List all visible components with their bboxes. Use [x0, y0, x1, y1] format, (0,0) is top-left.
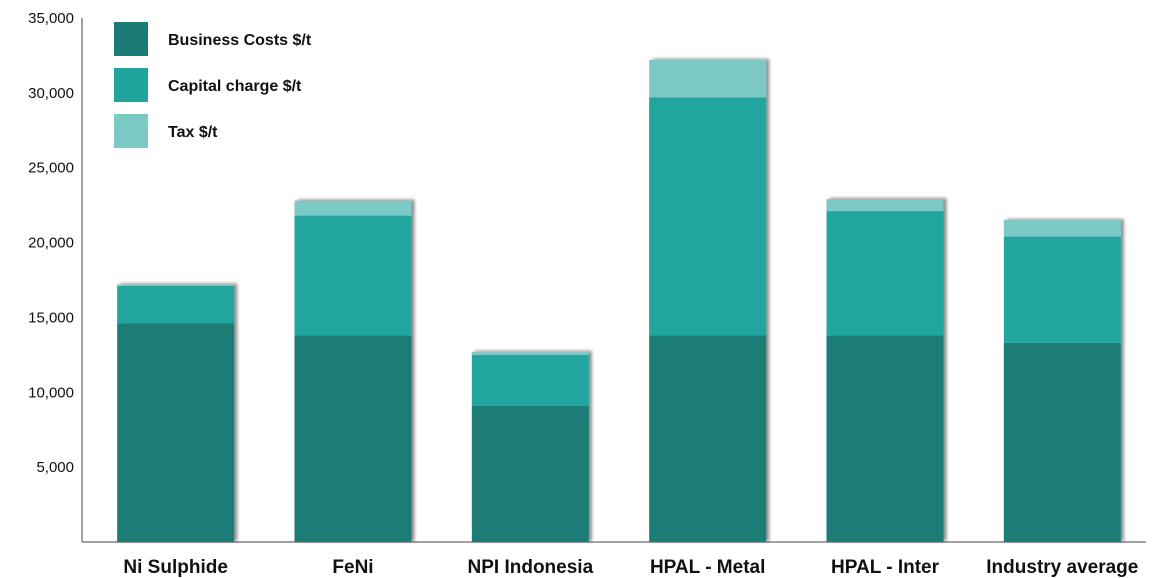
bar-stack-industry-average	[1003, 220, 1121, 542]
bar-segment-capital-charge-t	[294, 215, 412, 336]
bar-stack-ni-sulphide	[117, 284, 235, 542]
x-tick-label: HPAL - Inter	[831, 557, 940, 578]
legend-swatch	[114, 68, 148, 102]
x-tick-label: HPAL - Metal	[650, 557, 765, 578]
x-tick-label: NPI Indonesia	[468, 557, 594, 578]
y-tick-label: 20,000	[28, 235, 74, 252]
bar-segment-tax-t	[649, 59, 767, 98]
bar-stack-npi-indonesia	[471, 351, 589, 542]
x-tick-label: Industry average	[986, 557, 1138, 578]
bar-segment-business-costs-t	[294, 335, 412, 542]
y-axis: 35,000 30,000 25,000 20,000 15,000 10,000 5,00…	[28, 10, 1146, 543]
bar-stack-feni	[294, 200, 412, 542]
bar-stack-hpal-inter	[826, 199, 944, 542]
legend-item-capital-charge-t: Capital charge $/t	[114, 68, 302, 102]
legend-swatch	[114, 114, 148, 148]
legend-label: Tax $/t	[168, 124, 218, 141]
legend-label: Capital charge $/t	[168, 78, 302, 95]
y-tick-label: 25,000	[28, 160, 74, 177]
bar-segment-business-costs-t	[117, 323, 235, 542]
bar-segment-capital-charge-t	[471, 354, 589, 406]
x-axis-labels: Ni Sulphide FeNi NPI Indonesia HPAL - Metal…	[123, 557, 1138, 578]
legend-item-business-costs-t: Business Costs $/t	[114, 22, 312, 56]
y-tick-label: 35,000	[28, 10, 74, 27]
legend-swatch	[114, 22, 148, 56]
bar-segment-tax-t	[471, 351, 589, 355]
x-tick-label: FeNi	[332, 557, 373, 578]
legend: Business Costs $/t Capital charge $/t Tax …	[114, 22, 312, 148]
bar-segment-capital-charge-t	[826, 211, 944, 336]
bar-segment-business-costs-t	[471, 405, 589, 542]
bar-segment-tax-t	[117, 284, 235, 286]
bar-segment-tax-t	[1003, 220, 1121, 237]
bars	[117, 59, 1121, 542]
bar-segment-business-costs-t	[826, 335, 944, 542]
bar-segment-capital-charge-t	[1003, 236, 1121, 343]
bar-segment-business-costs-t	[1003, 342, 1121, 542]
y-tick-label: 15,000	[28, 309, 74, 326]
legend-label: Business Costs $/t	[168, 32, 312, 49]
bar-segment-tax-t	[826, 199, 944, 212]
bar-segment-capital-charge-t	[117, 285, 235, 324]
bar-segment-capital-charge-t	[649, 97, 767, 336]
y-tick-label: 10,000	[28, 384, 74, 401]
legend-item-tax-t: Tax $/t	[114, 114, 218, 148]
bar-segment-business-costs-t	[649, 335, 767, 542]
x-tick-label: Ni Sulphide	[123, 557, 228, 578]
y-tick-label: 30,000	[28, 85, 74, 102]
y-tick-label: 5,000	[36, 459, 74, 476]
bar-stack-hpal-metal	[649, 59, 767, 542]
bar-segment-tax-t	[294, 200, 412, 216]
